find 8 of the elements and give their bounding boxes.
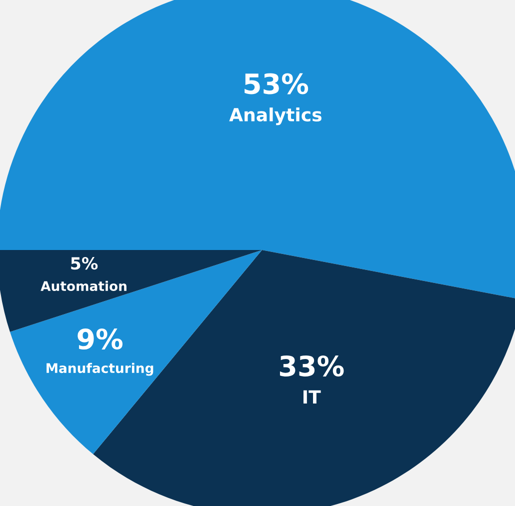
slice-label: Automation [40,280,126,292]
data-label: 53% [244,73,308,94]
data-label: 5% [71,257,98,270]
data-label: 9% [78,328,123,350]
slice-label: IT [304,390,321,404]
data-label: 33% [280,355,344,376]
slice-label: Analytics [229,108,322,126]
slice-label: Manufacturing [46,362,154,376]
